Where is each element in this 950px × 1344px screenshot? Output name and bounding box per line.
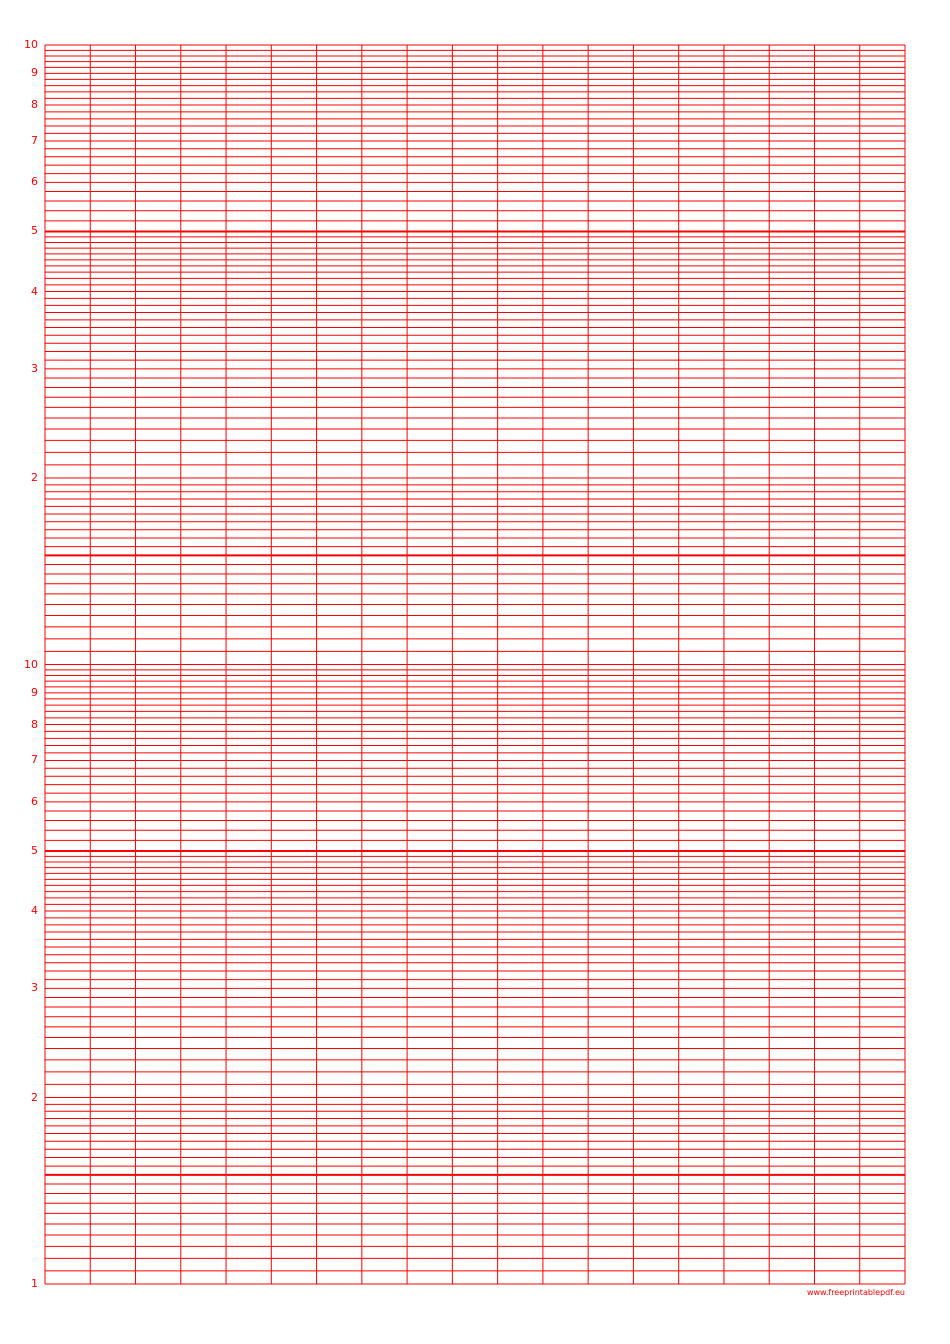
y-tick-label: 7: [31, 753, 38, 767]
y-tick-label: 4: [31, 284, 38, 298]
y-tick-label: 2: [31, 1090, 38, 1104]
y-tick-label: 10: [24, 657, 38, 671]
y-tick-label: 5: [31, 224, 38, 238]
y-tick-label: 2: [31, 471, 38, 484]
website-credit: www.freeprintablepdf.eu: [806, 1288, 905, 1297]
y-tick-label: 1: [31, 1277, 38, 1290]
y-tick-label: 3: [31, 361, 38, 375]
y-tick-label: 9: [31, 685, 38, 699]
y-tick-label: 3: [31, 981, 38, 995]
y-tick-label: 6: [31, 794, 38, 808]
y-tick-label: 4: [31, 904, 38, 918]
y-tick-label: 8: [31, 98, 38, 112]
y-tick-label: 5: [31, 843, 38, 857]
y-tick-label: 9: [31, 66, 38, 80]
y-tick-label: 8: [31, 717, 38, 731]
y-tick-label: 7: [31, 133, 38, 147]
y-tick-label: 10: [24, 38, 38, 51]
y-tick-label: 6: [31, 175, 38, 189]
